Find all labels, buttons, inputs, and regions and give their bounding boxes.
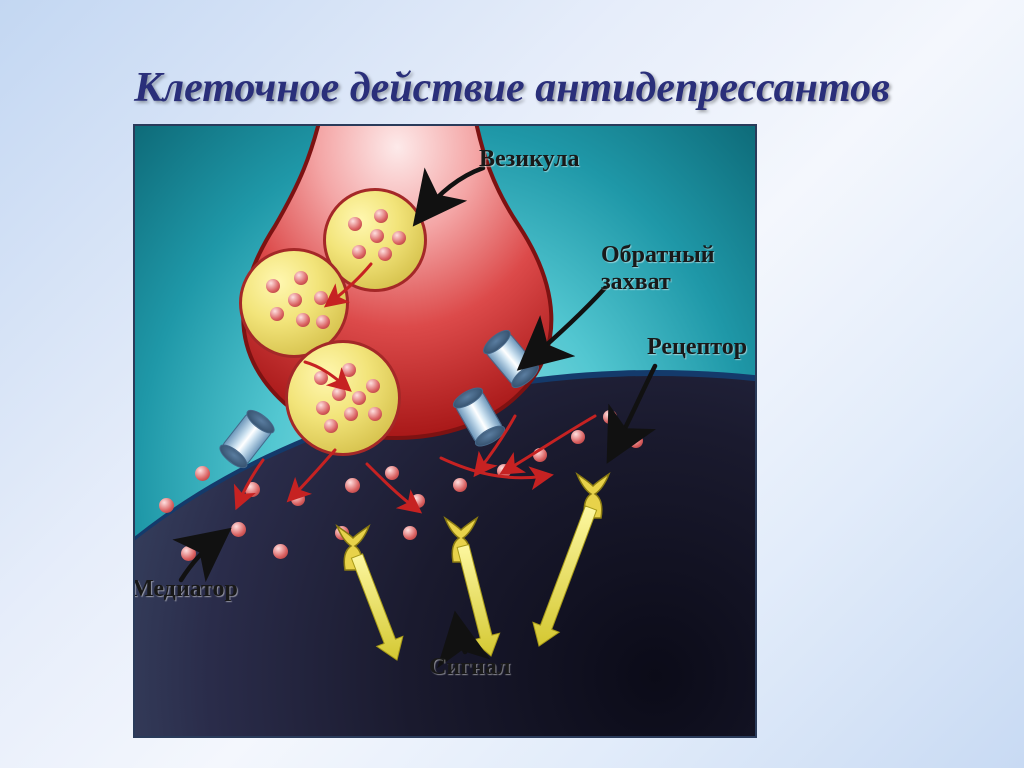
- page-title: Клеточное действие антидепрессантов: [0, 64, 1024, 112]
- label-mediator: Медиатор: [133, 576, 238, 603]
- label-vesicle: Везикула: [479, 146, 580, 173]
- label-receptor: Рецептор: [647, 334, 747, 361]
- label-reuptake: Обратныйзахват: [601, 242, 715, 296]
- arrow-overlay: [135, 126, 755, 736]
- diagram-frame: Везикула Обратныйзахват Рецептор Медиато…: [133, 124, 757, 738]
- label-signal: Сигнал: [429, 654, 511, 681]
